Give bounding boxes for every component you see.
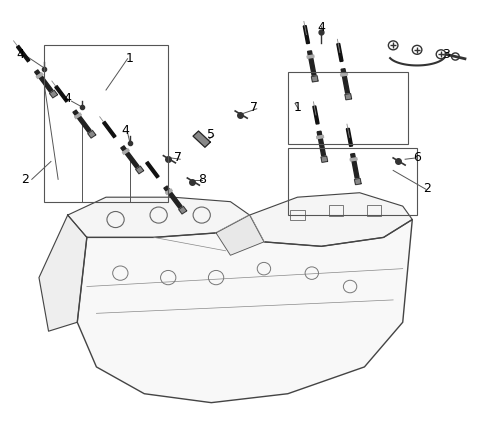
Polygon shape [341, 69, 349, 94]
Polygon shape [250, 193, 412, 246]
Polygon shape [303, 26, 310, 43]
Polygon shape [77, 215, 412, 403]
Polygon shape [307, 55, 314, 58]
Polygon shape [122, 149, 129, 154]
Polygon shape [16, 46, 30, 62]
Bar [290, 210, 305, 220]
Text: 3: 3 [442, 48, 450, 61]
Polygon shape [136, 166, 144, 174]
Polygon shape [146, 162, 159, 178]
Polygon shape [49, 90, 58, 98]
Text: 4: 4 [121, 124, 129, 137]
Text: 4: 4 [317, 21, 325, 34]
Text: 2: 2 [423, 182, 431, 195]
Polygon shape [312, 76, 318, 82]
Bar [288, 148, 417, 215]
Polygon shape [164, 186, 182, 208]
Polygon shape [337, 43, 343, 61]
Polygon shape [39, 215, 87, 331]
Polygon shape [103, 121, 116, 138]
Text: 4: 4 [16, 48, 24, 61]
Text: 6: 6 [413, 151, 421, 164]
Polygon shape [179, 207, 187, 214]
Polygon shape [166, 189, 172, 194]
Text: 8: 8 [198, 173, 206, 186]
Polygon shape [68, 197, 250, 237]
Bar [367, 205, 381, 216]
Text: 5: 5 [207, 128, 216, 141]
Text: 2: 2 [21, 173, 29, 186]
Polygon shape [121, 146, 139, 168]
Polygon shape [340, 73, 348, 76]
Polygon shape [350, 158, 357, 161]
Polygon shape [347, 128, 352, 146]
Polygon shape [88, 130, 96, 138]
Polygon shape [193, 131, 210, 147]
Bar [288, 72, 408, 144]
Polygon shape [74, 113, 82, 119]
Bar [44, 45, 168, 202]
Text: 4: 4 [64, 92, 72, 105]
Bar [328, 205, 343, 216]
Polygon shape [36, 73, 43, 78]
Text: 1: 1 [126, 52, 134, 65]
Polygon shape [35, 70, 53, 92]
Polygon shape [313, 106, 319, 124]
Polygon shape [355, 178, 361, 185]
Text: 7: 7 [174, 151, 182, 164]
Polygon shape [317, 135, 324, 138]
Polygon shape [216, 215, 264, 255]
Text: 1: 1 [293, 101, 301, 114]
Polygon shape [351, 154, 359, 178]
Text: 7: 7 [251, 101, 258, 114]
Polygon shape [317, 131, 325, 156]
Polygon shape [345, 94, 351, 100]
Polygon shape [55, 86, 68, 102]
Polygon shape [321, 156, 328, 162]
Polygon shape [308, 51, 316, 76]
Polygon shape [73, 110, 91, 132]
